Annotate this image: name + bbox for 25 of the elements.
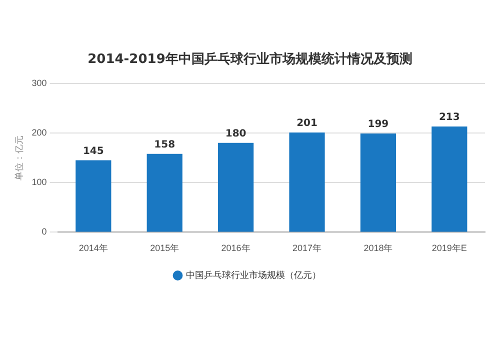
y-tick-label: 300 [32, 78, 47, 88]
bar [289, 132, 325, 232]
legend-label: 中国乒乓球行业市场规模（亿元） [186, 270, 321, 280]
bar [146, 154, 182, 232]
data-label: 201 [296, 118, 318, 130]
bar [76, 160, 112, 232]
chart-title: 2014-2019年中国乒乓球行业市场规模统计情况及预测 [86, 50, 414, 68]
x-tick-label: 2016年 [221, 243, 250, 254]
data-label: 199 [368, 119, 389, 130]
bar [218, 142, 254, 232]
data-label: 158 [154, 139, 176, 150]
x-tick-label: 2017年 [292, 243, 322, 254]
bar [432, 126, 468, 232]
x-tick-label: 2014年 [78, 243, 108, 254]
data-label: 213 [438, 112, 460, 124]
x-tick-label: 2019年E [432, 243, 467, 254]
x-tick-label: 2015年 [150, 243, 180, 254]
data-label: 145 [82, 146, 104, 157]
y-tick-label: 100 [32, 177, 47, 188]
y-axis-title: 单位：亿元 [14, 135, 24, 180]
data-label: 180 [225, 128, 246, 140]
y-tick-label: 200 [32, 127, 47, 138]
x-tick-label: 2018年 [364, 243, 393, 254]
bar [360, 133, 396, 232]
y-tick-label: 0 [42, 226, 47, 237]
